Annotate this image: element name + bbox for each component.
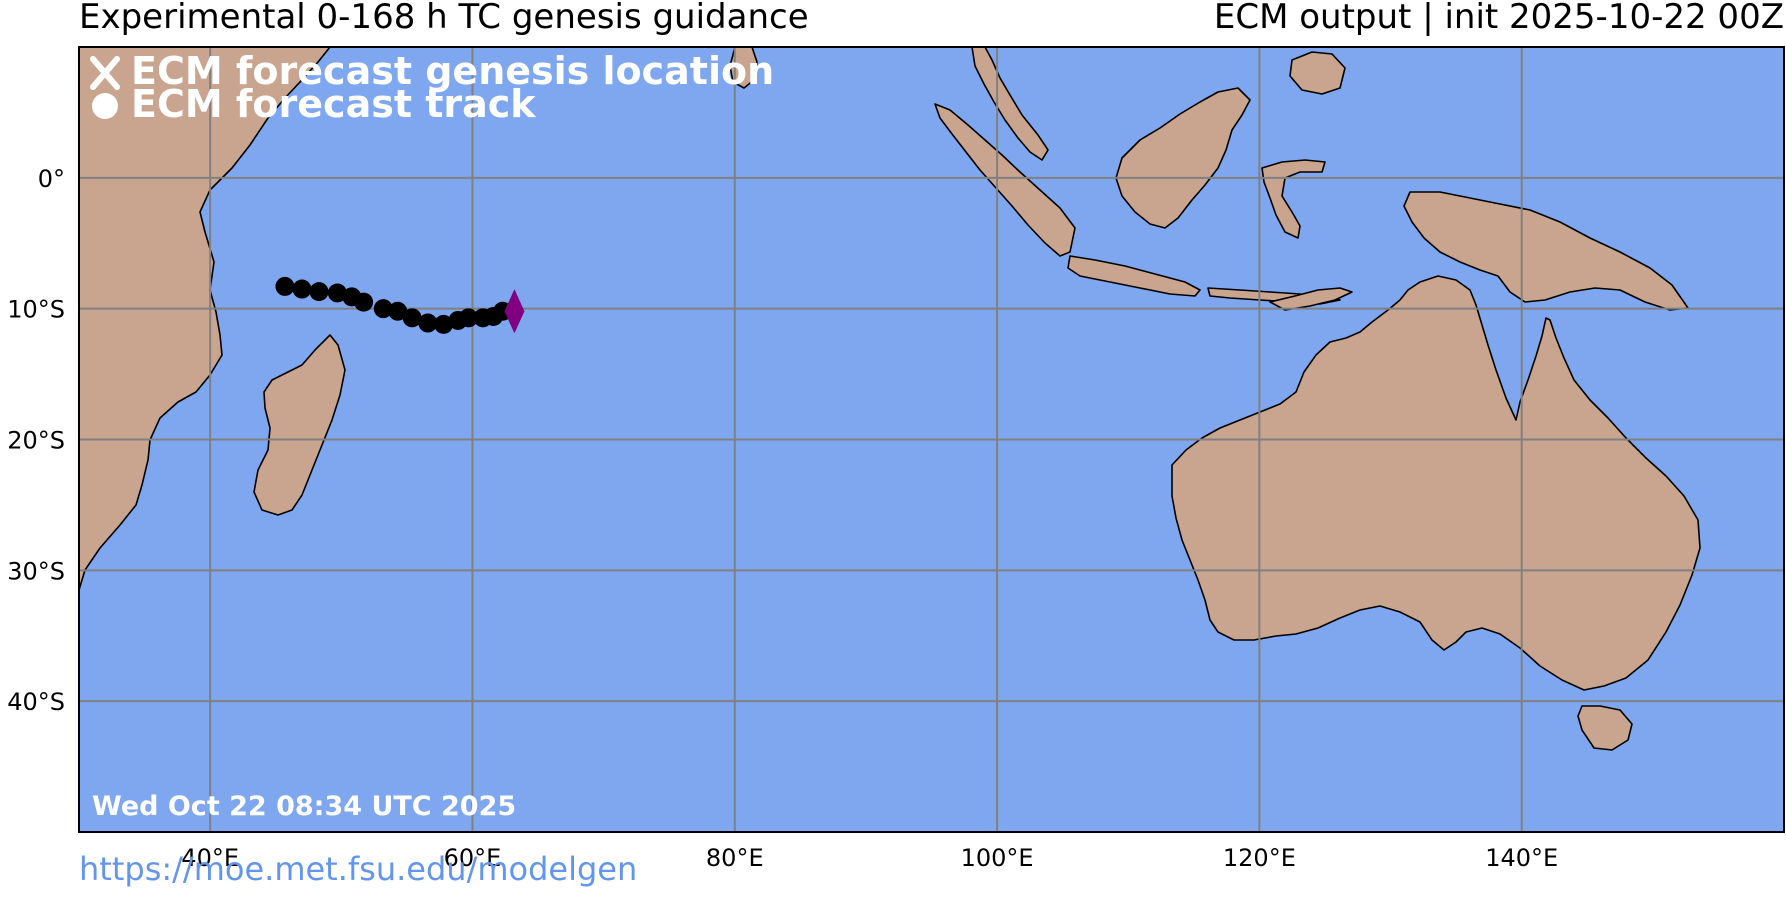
genesis-marker-layer bbox=[504, 289, 525, 334]
legend: ECM forecast genesis location ECM foreca… bbox=[90, 49, 774, 126]
landmass-sulawesi bbox=[1261, 159, 1326, 239]
landmass-tasmania bbox=[1577, 705, 1633, 751]
track-point bbox=[459, 308, 479, 328]
source-url-link[interactable]: https://moe.met.fsu.edu/modelgen bbox=[79, 850, 638, 888]
map-frame bbox=[78, 46, 1785, 833]
landmass-mindanao bbox=[1289, 51, 1346, 95]
landmass-borneo bbox=[1115, 87, 1251, 229]
track-point bbox=[418, 313, 438, 333]
landmass-malay-peninsula bbox=[971, 46, 1049, 161]
landmass-java bbox=[1067, 255, 1201, 297]
latitude-tick-labels: 0° 10°S 20°S 30°S 40°S bbox=[7, 165, 65, 716]
track-point bbox=[388, 301, 408, 321]
longitude-tick-labels: 40°E 60°E 80°E 100°E 120°E 140°E bbox=[181, 844, 1558, 872]
track-point bbox=[373, 299, 393, 319]
model-init-label: ECM output | init 2025-10-22 00Z bbox=[1213, 0, 1784, 37]
lon-tick-label: 120°E bbox=[1223, 844, 1296, 872]
lon-tick-label: 40°E bbox=[181, 844, 239, 872]
dot-icon bbox=[92, 93, 118, 119]
landmass-new-guinea bbox=[1403, 191, 1689, 311]
lat-tick-label: 40°S bbox=[7, 688, 65, 716]
lat-tick-label: 20°S bbox=[7, 427, 65, 455]
track-point bbox=[354, 292, 374, 312]
lat-tick-label: 10°S bbox=[7, 296, 65, 324]
landmass-sumatra bbox=[934, 103, 1076, 257]
lon-tick-label: 140°E bbox=[1485, 844, 1558, 872]
landmass-africa bbox=[78, 46, 331, 591]
legend-track-label: ECM forecast track bbox=[131, 82, 536, 126]
track-point bbox=[292, 279, 312, 299]
track-point bbox=[402, 308, 422, 328]
x-mark-icon bbox=[90, 56, 120, 90]
legend-genesis-label: ECM forecast genesis location bbox=[131, 49, 774, 93]
landmass-madagascar bbox=[253, 334, 346, 516]
track-point bbox=[309, 282, 329, 302]
landmass-sri-lanka bbox=[729, 46, 758, 89]
track-point bbox=[327, 283, 347, 303]
track-point bbox=[434, 314, 454, 334]
lat-tick-label: 30°S bbox=[7, 557, 65, 585]
lon-tick-label: 60°E bbox=[444, 844, 502, 872]
lon-tick-label: 80°E bbox=[706, 844, 764, 872]
forecast-track bbox=[275, 276, 513, 334]
timestamp: Wed Oct 22 08:34 UTC 2025 bbox=[92, 791, 516, 822]
track-point bbox=[275, 276, 295, 296]
lat-tick-label: 0° bbox=[38, 165, 65, 193]
landmass-australia bbox=[1171, 275, 1701, 691]
genesis-location-marker bbox=[504, 289, 525, 334]
land-layer bbox=[78, 46, 1701, 751]
chart-title: Experimental 0-168 h TC genesis guidance bbox=[79, 0, 809, 37]
lon-tick-label: 100°E bbox=[961, 844, 1034, 872]
